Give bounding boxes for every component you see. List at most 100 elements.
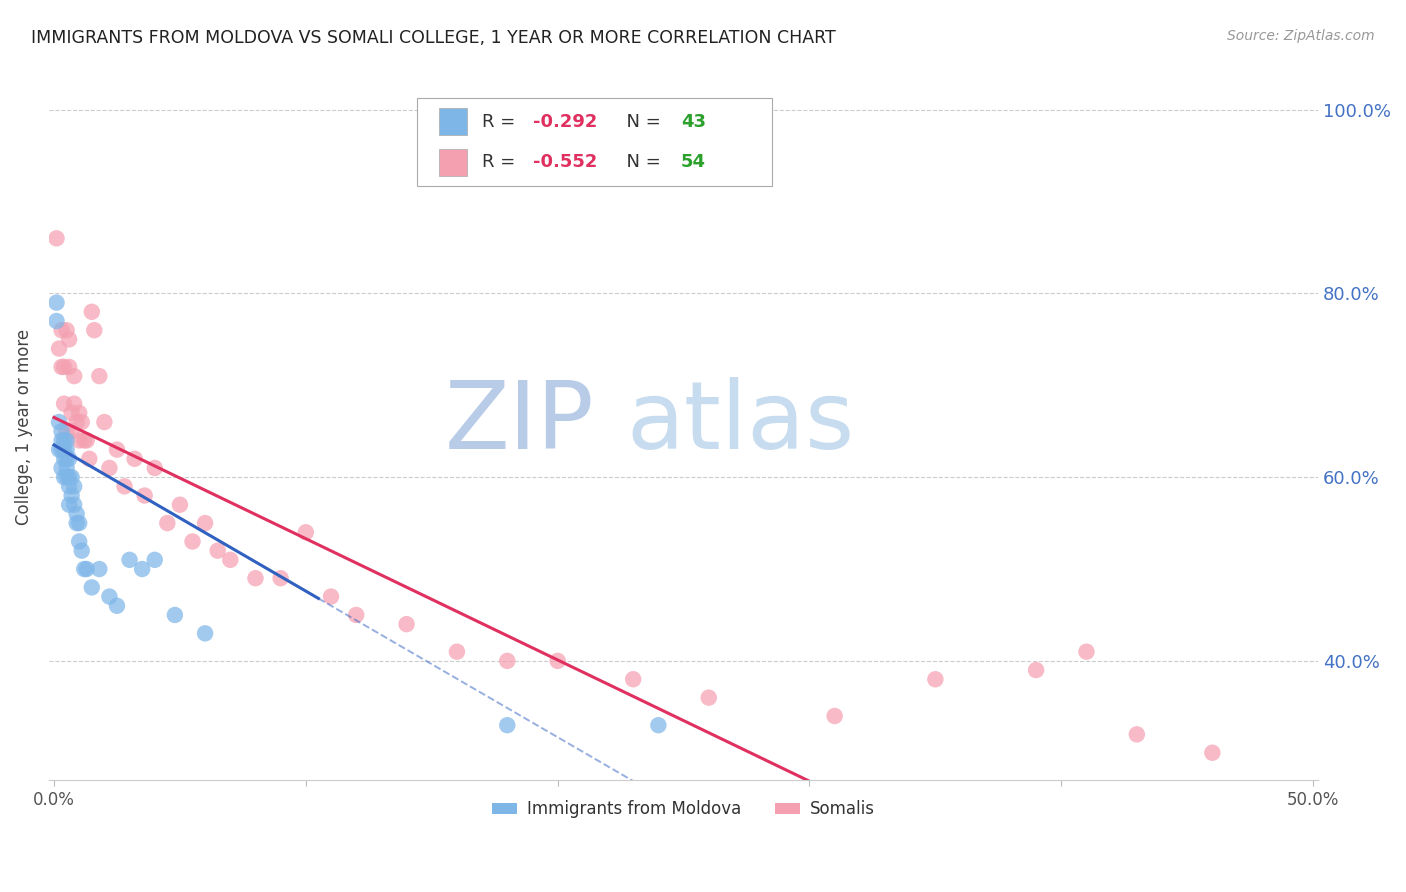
Point — [53, 434, 76, 448]
Point — [1126, 727, 1149, 741]
Point — [207, 543, 229, 558]
Point — [73, 562, 96, 576]
Point — [219, 553, 242, 567]
Point — [194, 516, 217, 530]
Point — [58, 332, 80, 346]
Point — [60, 489, 83, 503]
Point — [83, 323, 105, 337]
Point — [55, 424, 77, 438]
Point — [66, 415, 89, 429]
Point — [395, 617, 418, 632]
Point — [77, 451, 100, 466]
Point — [89, 369, 111, 384]
Point — [124, 451, 146, 466]
Point — [60, 406, 83, 420]
Point — [80, 305, 103, 319]
Text: -0.292: -0.292 — [533, 112, 598, 131]
Point — [51, 323, 73, 337]
FancyBboxPatch shape — [418, 98, 772, 186]
Point — [76, 562, 98, 576]
Point — [58, 479, 80, 493]
Point — [134, 489, 156, 503]
Point — [63, 479, 86, 493]
Point — [114, 479, 136, 493]
Point — [344, 607, 367, 622]
Point — [93, 415, 115, 429]
Point — [181, 534, 204, 549]
Point — [270, 571, 292, 585]
Point — [55, 451, 77, 466]
Point — [131, 562, 153, 576]
Point — [53, 442, 76, 457]
Point — [60, 470, 83, 484]
Point — [118, 553, 141, 567]
Point — [70, 415, 93, 429]
Point — [98, 461, 121, 475]
Point — [51, 461, 73, 475]
Point — [105, 442, 128, 457]
Point — [48, 442, 70, 457]
Point — [51, 434, 73, 448]
Point — [446, 645, 468, 659]
Text: -0.552: -0.552 — [533, 153, 598, 171]
FancyBboxPatch shape — [439, 149, 467, 176]
Point — [55, 461, 77, 475]
Text: 43: 43 — [681, 112, 706, 131]
Point — [295, 525, 318, 540]
Point — [63, 369, 86, 384]
Text: atlas: atlas — [627, 377, 855, 469]
Point — [51, 424, 73, 438]
Point — [53, 470, 76, 484]
Point — [924, 672, 946, 686]
Point — [53, 359, 76, 374]
Point — [76, 434, 98, 448]
Point — [51, 442, 73, 457]
Point — [1076, 645, 1098, 659]
FancyBboxPatch shape — [439, 108, 467, 136]
Point — [245, 571, 267, 585]
Y-axis label: College, 1 year or more: College, 1 year or more — [15, 328, 32, 524]
Point — [647, 718, 669, 732]
Text: R =: R = — [482, 112, 520, 131]
Point — [60, 424, 83, 438]
Text: IMMIGRANTS FROM MOLDOVA VS SOMALI COLLEGE, 1 YEAR OR MORE CORRELATION CHART: IMMIGRANTS FROM MOLDOVA VS SOMALI COLLEG… — [31, 29, 835, 46]
Point — [53, 397, 76, 411]
Point — [80, 581, 103, 595]
Point — [66, 516, 89, 530]
Text: 54: 54 — [681, 153, 706, 171]
Point — [547, 654, 569, 668]
Text: ZIP: ZIP — [446, 377, 595, 469]
Point — [163, 607, 186, 622]
Point — [58, 451, 80, 466]
Point — [45, 231, 67, 245]
Point — [89, 562, 111, 576]
Text: N =: N = — [614, 153, 666, 171]
Point — [621, 672, 644, 686]
Point — [496, 654, 519, 668]
Point — [105, 599, 128, 613]
Point — [58, 498, 80, 512]
Point — [45, 295, 67, 310]
Point — [58, 470, 80, 484]
Point — [66, 507, 89, 521]
Point — [53, 451, 76, 466]
Point — [319, 590, 342, 604]
Point — [55, 442, 77, 457]
Point — [1025, 663, 1047, 677]
Point — [45, 314, 67, 328]
Point — [55, 470, 77, 484]
Point — [156, 516, 179, 530]
Point — [143, 461, 166, 475]
Point — [1201, 746, 1223, 760]
Text: Source: ZipAtlas.com: Source: ZipAtlas.com — [1227, 29, 1375, 43]
Legend: Immigrants from Moldova, Somalis: Immigrants from Moldova, Somalis — [485, 794, 882, 825]
Point — [496, 718, 519, 732]
Point — [48, 415, 70, 429]
Point — [63, 397, 86, 411]
Point — [51, 359, 73, 374]
Point — [67, 434, 90, 448]
Point — [55, 434, 77, 448]
Point — [58, 359, 80, 374]
Point — [67, 406, 90, 420]
Point — [63, 498, 86, 512]
